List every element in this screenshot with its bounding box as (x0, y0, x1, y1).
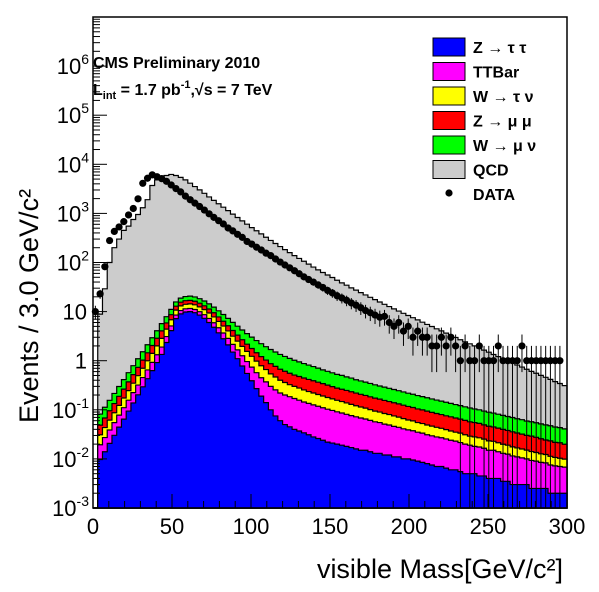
luminosity-label: Lint = 1.7 pb-1,√s = 7 TeV (93, 79, 273, 102)
series-z-histogram (93, 311, 568, 509)
svg-text:QCD: QCD (473, 163, 509, 180)
data-point (494, 334, 502, 373)
legend-entry: QCD (432, 160, 509, 180)
x-tick-label: 250 (470, 514, 507, 539)
svg-text:DATA: DATA (473, 187, 516, 204)
x-tick-label: 100 (233, 514, 270, 539)
y-tick-label: 1 (75, 349, 87, 374)
lumi-subscript: int (103, 90, 117, 102)
data-point (390, 318, 398, 340)
y-axis-label: Events / 3.0 GeV/c² (14, 189, 44, 423)
cms-label: CMS Preliminary 2010 (93, 55, 260, 72)
y-tick-label: 102 (57, 248, 89, 276)
data-point (129, 204, 137, 213)
legend-entry: TTBar (432, 62, 519, 82)
svg-text:W → μ ν: W → μ ν (473, 138, 536, 155)
svg-text:W → τ ν: W → τ ν (473, 89, 534, 106)
lumi-value: = 1.7 pb (116, 82, 181, 99)
lumi-energy: ,√s = 7 TeV (190, 82, 272, 99)
data-point (556, 345, 564, 508)
legend-entry: Z → μ μ (432, 111, 532, 131)
data-point (219, 220, 227, 228)
data-point (513, 345, 521, 508)
legend-entry-data: DATA (445, 187, 516, 204)
x-tick-label: 0 (87, 514, 99, 539)
y-tick-label: 106 (57, 51, 89, 79)
data-point (423, 327, 431, 356)
data-point (105, 236, 114, 245)
x-tick-label: 50 (160, 514, 184, 539)
data-point (101, 263, 109, 271)
y-tick-label: 10-1 (52, 395, 89, 423)
data-point (120, 218, 128, 226)
data-point (115, 223, 123, 231)
data-point (385, 315, 393, 334)
data-point (489, 345, 498, 508)
legend-entry: W → μ ν (432, 135, 536, 155)
data-point (437, 327, 445, 356)
data-point (96, 289, 104, 299)
y-tick-label: 10-2 (52, 444, 89, 472)
data-point (456, 345, 464, 508)
data-point (110, 227, 118, 235)
data-point (442, 334, 450, 373)
data-point (238, 233, 246, 241)
data-point (452, 334, 460, 373)
svg-text:Z → μ μ: Z → μ μ (473, 114, 532, 131)
legend-entry: W → τ ν (432, 86, 534, 106)
data-point (139, 179, 147, 187)
data-point (395, 315, 403, 334)
data-point (518, 334, 526, 373)
data-point (404, 318, 412, 340)
y-tick-label: 10-3 (52, 493, 89, 521)
data-points-layer (91, 171, 564, 508)
x-tick-label: 300 (549, 514, 586, 539)
y-tick-label: 104 (57, 149, 89, 177)
data-point (134, 195, 142, 203)
data-point (177, 188, 185, 196)
lumi-symbol: L (93, 82, 103, 99)
y-tick-label: 105 (57, 100, 89, 128)
data-point (380, 309, 389, 326)
data-point (447, 327, 455, 356)
y-tick-label: 10 (63, 300, 87, 325)
data-point (475, 334, 483, 373)
svg-text:TTBar: TTBar (473, 65, 519, 82)
x-tick-label: 200 (391, 514, 428, 539)
svg-text:Z → τ τ: Z → τ τ (473, 40, 526, 57)
legend: Z → τ τ TTBar W → τ ν Z → μ μ W → μ ν QCD DATA (432, 37, 536, 204)
data-point (433, 334, 441, 373)
stack-layer (93, 173, 568, 509)
legend-entry: Z → τ τ (432, 37, 526, 57)
y-tick-label: 103 (57, 198, 89, 226)
data-point (399, 322, 408, 346)
axis-layer: 0 50 100 150 200 250 300 10-3 10-2 10-1 1 10 102 103 1… (52, 18, 586, 539)
data-point (470, 345, 479, 508)
data-point (409, 327, 417, 356)
x-axis-label: visible Mass[GeV/c²] (317, 554, 563, 584)
data-point (461, 334, 469, 373)
data-point (414, 322, 422, 346)
lumi-exponent: -1 (181, 79, 191, 91)
x-tick-label: 150 (312, 514, 349, 539)
data-point (124, 211, 133, 219)
